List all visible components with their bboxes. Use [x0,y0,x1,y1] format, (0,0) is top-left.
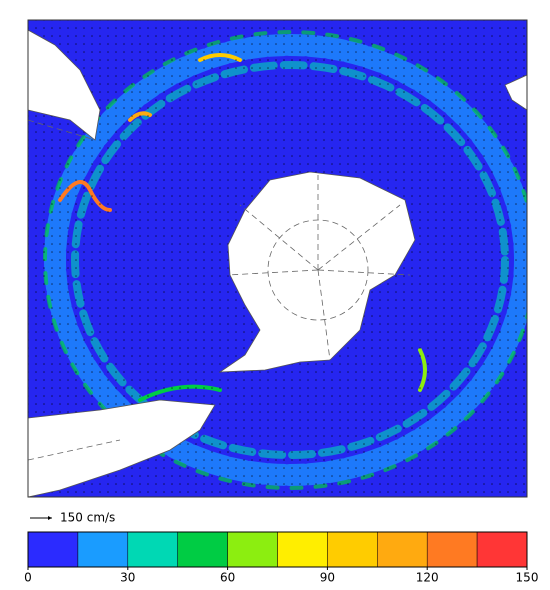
colorbar-tick-label: 30 [120,571,135,585]
colorbar-segment [127,531,178,568]
scale-arrow-head [48,516,52,520]
colorbar-segment [327,531,378,568]
colorbar-tick-label: 90 [320,571,335,585]
colorbar: 0 30 60 90 120 150 [24,531,539,585]
colorbar-tick-label: 0 [24,571,32,585]
land-africa [28,29,101,141]
map [28,20,527,497]
colorbar-tick-label: 150 [516,571,539,585]
colorbar-tick-label: 60 [220,571,235,585]
colorbar-segment [177,531,228,568]
colorbar-segment [227,531,278,568]
colorbar-frame [27,531,528,568]
colorbar-segment [277,531,328,568]
colorbar-segment [426,531,478,568]
land-australia [504,74,527,111]
graticule [28,119,411,461]
scale-label: 150 cm/s [60,511,115,525]
land-antarctica [218,171,416,373]
colorbar-segment [77,531,129,568]
map-frame [27,19,528,498]
colorbar-segment [377,531,428,568]
colorbar-tick-label: 120 [416,571,439,585]
colorbar-segment [476,531,528,568]
colorbar-segment [27,531,79,568]
land-south-america [28,399,216,497]
